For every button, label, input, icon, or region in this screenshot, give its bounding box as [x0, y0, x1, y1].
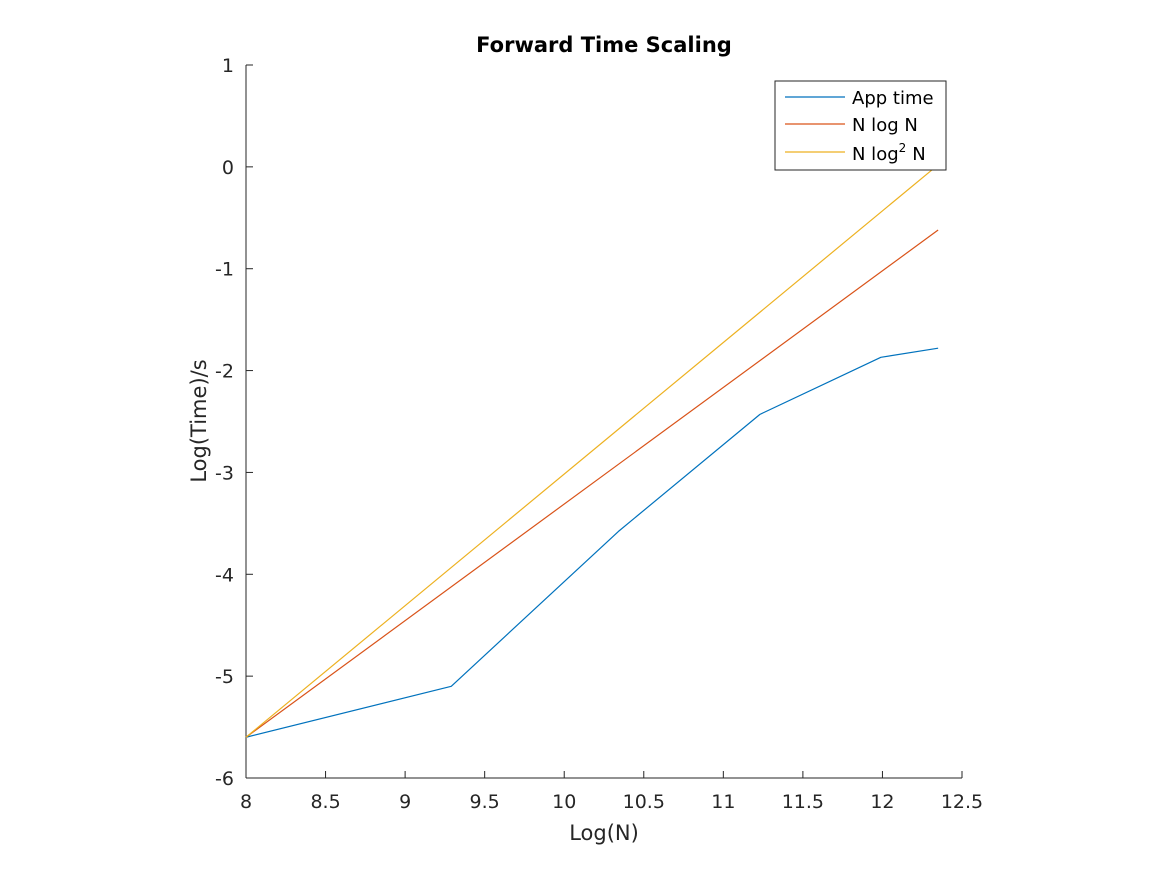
- x-tick-label: 12.5: [941, 791, 983, 813]
- legend-label-sup: 2: [899, 141, 907, 155]
- x-tick-label: 11: [711, 791, 735, 813]
- legend-label-suffix: N: [912, 144, 925, 165]
- y-tick-label: -5: [215, 666, 234, 688]
- y-tick-label: 1: [222, 55, 234, 77]
- series-layer: [245, 164, 939, 738]
- y-tick-label: 0: [222, 157, 234, 179]
- chart-title: Forward Time Scaling: [476, 33, 732, 57]
- y-tick-label: -3: [215, 462, 234, 484]
- x-tick-label: 9: [399, 791, 411, 813]
- x-tick-label: 10: [552, 791, 576, 813]
- series-line-0: [245, 347, 939, 738]
- y-tick-label: -4: [215, 564, 234, 586]
- y-tick-label: -1: [215, 259, 234, 281]
- legend: App time N log N N log2 N: [774, 80, 947, 171]
- axes: [245, 65, 962, 779]
- series-line-1: [245, 229, 939, 738]
- x-tick-label: 12: [870, 791, 894, 813]
- x-axis-label: Log(N): [569, 821, 639, 845]
- x-tick-label: 8: [240, 791, 252, 813]
- series-line-2: [245, 164, 939, 738]
- y-axis-label: Log(Time)/s: [187, 359, 211, 482]
- legend-label-prefix: N log: [852, 144, 899, 165]
- legend-label-n-log2-n: N log2 N: [852, 141, 926, 165]
- x-tick-label: 10.5: [623, 791, 665, 813]
- y-tick-label: -2: [215, 361, 234, 383]
- y-ticks: 1 0 -1 -2 -3 -4 -5 -6: [215, 55, 253, 790]
- x-tick-label: 9.5: [470, 791, 500, 813]
- legend-box: [774, 80, 947, 171]
- legend-label-n-log-n: N log N: [852, 115, 918, 136]
- x-tick-label: 11.5: [782, 791, 824, 813]
- y-tick-label: -6: [215, 768, 234, 790]
- x-tick-label: 8.5: [310, 791, 340, 813]
- x-ticks: 8 8.5 9 9.5 10 10.5 11 11.5 12 12.5: [240, 771, 983, 813]
- legend-label-app-time: App time: [852, 88, 934, 109]
